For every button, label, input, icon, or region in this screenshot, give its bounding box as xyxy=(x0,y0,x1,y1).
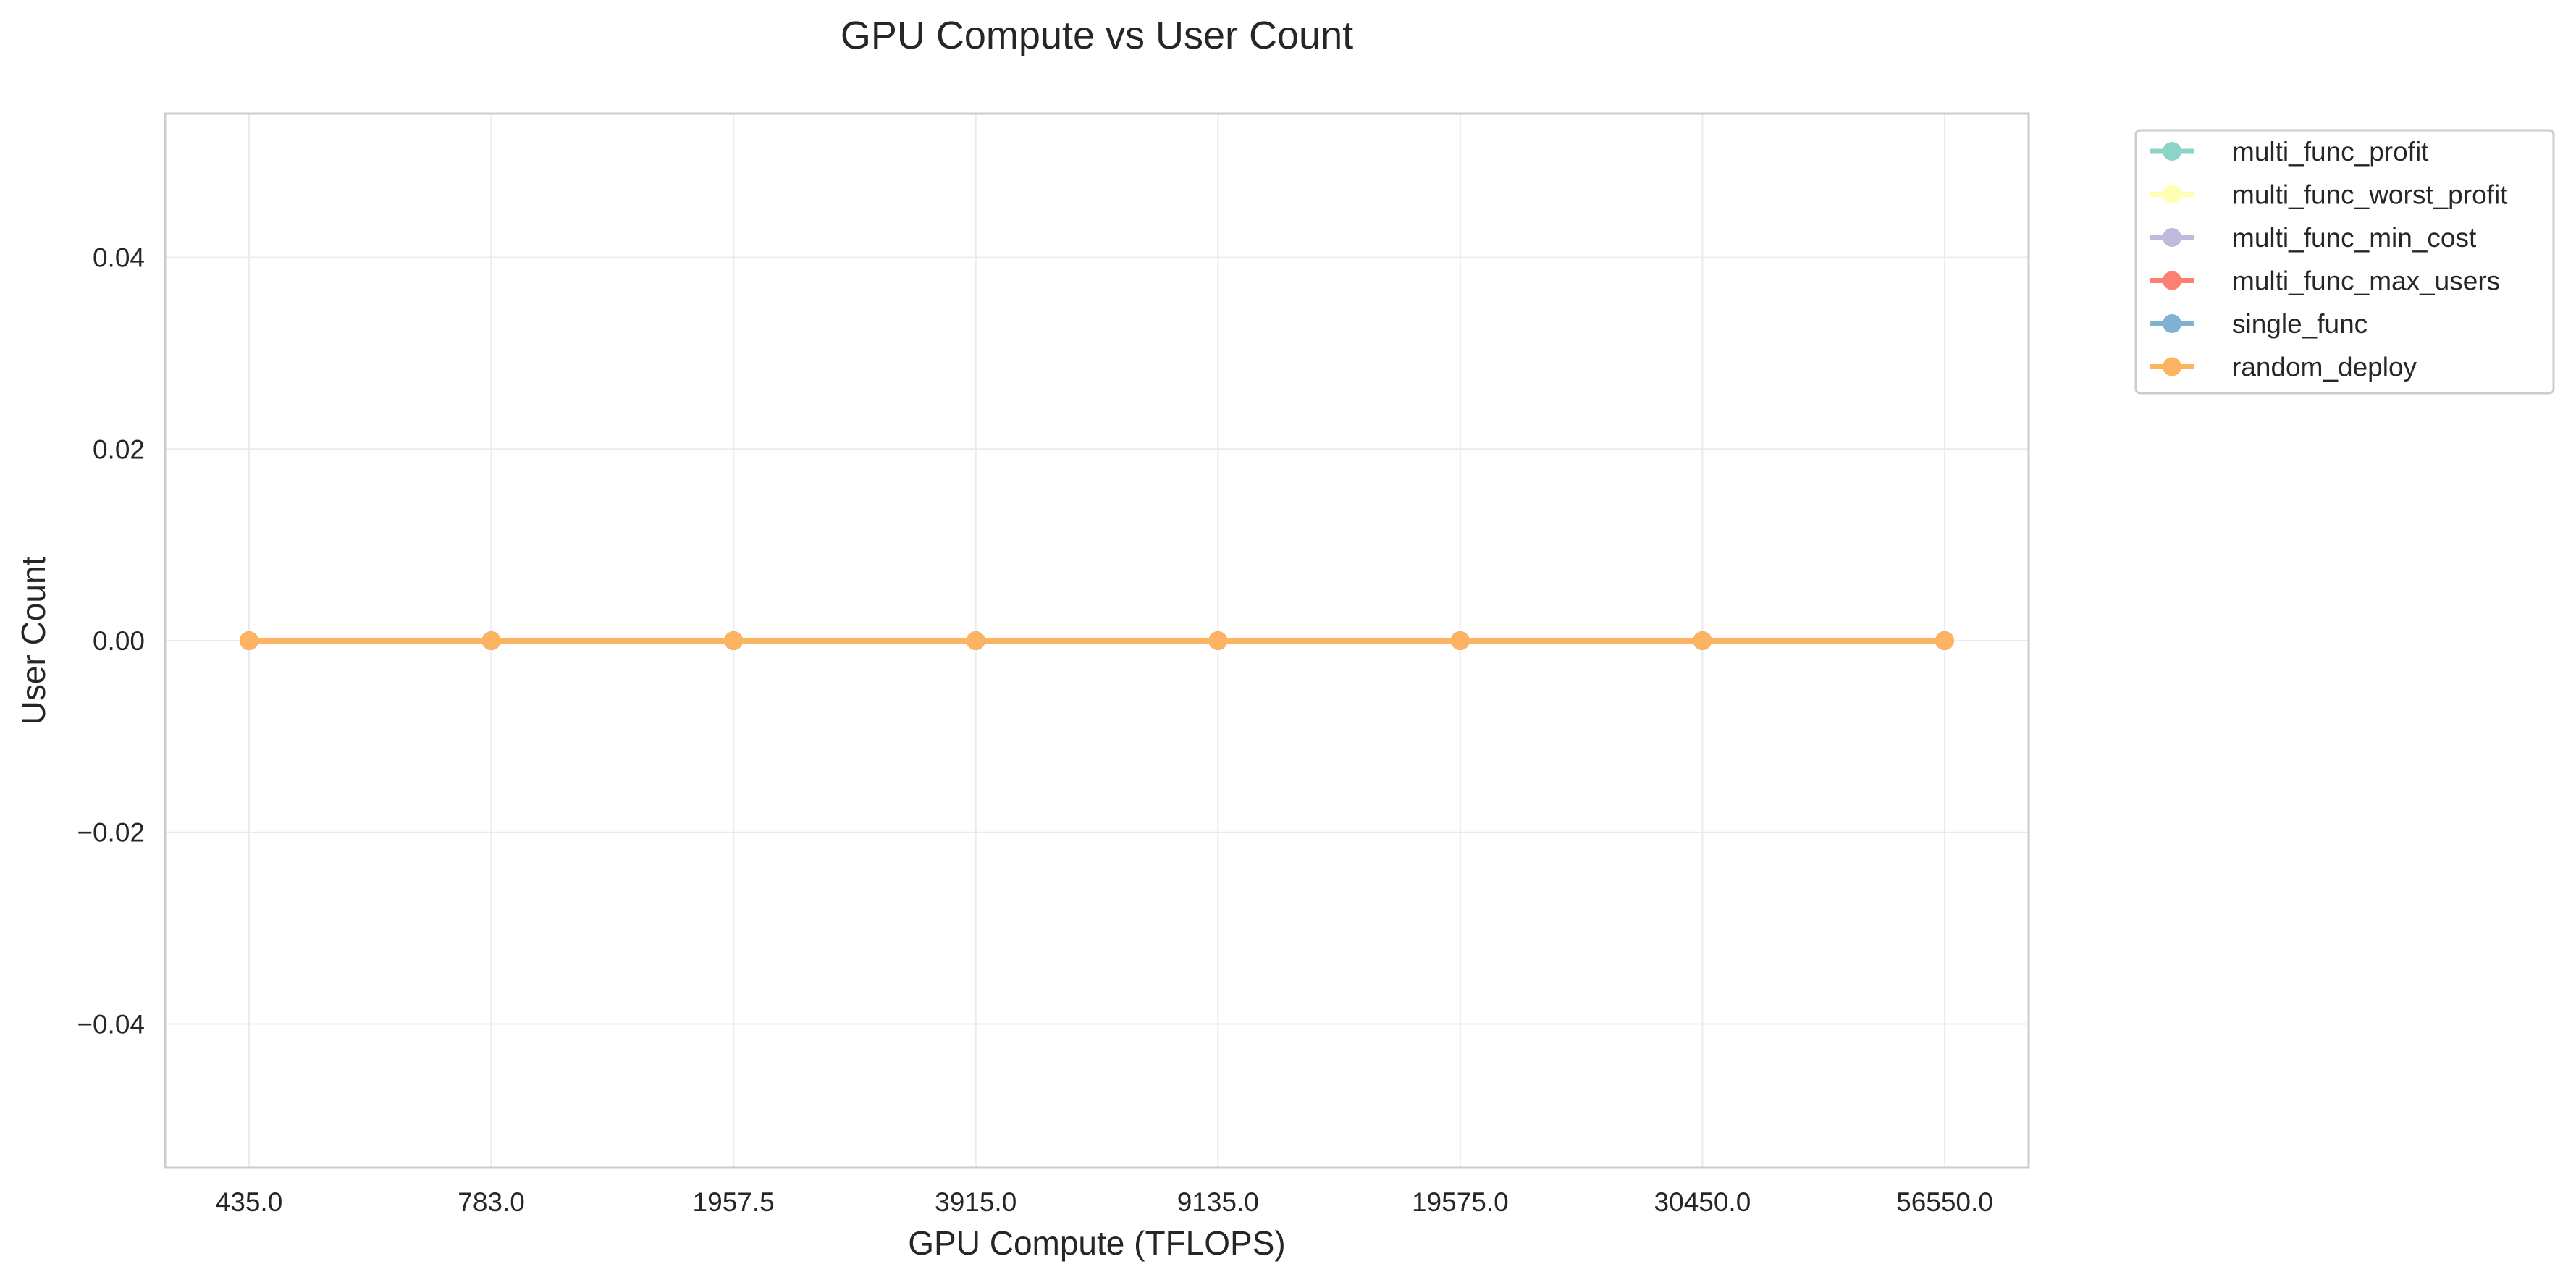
data-point xyxy=(1208,631,1228,650)
y-axis-label: User Count xyxy=(14,556,52,725)
data-point xyxy=(724,631,744,650)
legend-swatch-marker xyxy=(2163,271,2181,290)
legend-item: multi_func_profit xyxy=(2150,137,2429,167)
x-tick-label: 19575.0 xyxy=(1412,1187,1509,1217)
y-tick-label: 0.00 xyxy=(93,626,145,656)
data-point xyxy=(1693,631,1712,650)
x-tick-label: 9135.0 xyxy=(1177,1187,1259,1217)
plot-area-frame xyxy=(164,112,2030,1169)
x-tick-label: 30450.0 xyxy=(1654,1187,1751,1217)
data-point xyxy=(1935,631,1954,650)
legend-label: multi_func_profit xyxy=(2232,137,2429,167)
data-point xyxy=(966,631,985,650)
data-point xyxy=(1450,631,1470,650)
legend-swatch-marker xyxy=(2163,142,2181,161)
legend-swatch-marker xyxy=(2163,185,2181,204)
chart-title: GPU Compute vs User Count xyxy=(841,14,1353,57)
x-tick-label: 3915.0 xyxy=(935,1187,1016,1217)
legend-item: multi_func_min_cost xyxy=(2150,223,2477,253)
series-layer xyxy=(240,631,1954,650)
legend-item: random_deploy xyxy=(2150,353,2417,382)
y-tick-label: 0.02 xyxy=(93,434,145,464)
x-tick-label: 783.0 xyxy=(458,1187,525,1217)
data-point xyxy=(240,631,258,650)
legend-label: single_func xyxy=(2232,309,2367,339)
x-tick-label: 56550.0 xyxy=(1896,1187,1993,1217)
legend-label: random_deploy xyxy=(2232,353,2417,382)
legend-swatch-marker xyxy=(2163,228,2181,247)
x-tick-label: 1957.5 xyxy=(693,1187,775,1217)
legend-label: multi_func_max_users xyxy=(2232,266,2500,296)
legend-swatch-marker xyxy=(2163,357,2181,376)
legend-label: multi_func_worst_profit xyxy=(2232,180,2508,210)
legend: multi_func_profit multi_func_worst_profit… xyxy=(2134,129,2555,395)
y-tick-label: −0.04 xyxy=(77,1009,145,1039)
legend-swatch-marker xyxy=(2163,314,2181,333)
y-tick-label: −0.02 xyxy=(77,818,145,848)
legend-item: single_func xyxy=(2150,309,2367,339)
legend-label: multi_func_min_cost xyxy=(2232,223,2477,253)
y-tick-label: 0.04 xyxy=(93,243,145,273)
x-axis-label: GPU Compute (TFLOPS) xyxy=(908,1224,1285,1262)
data-point xyxy=(481,631,501,650)
legend-item: multi_func_worst_profit xyxy=(2150,180,2508,210)
y-tick-labels: −0.04 −0.02 0.00 0.02 0.04 xyxy=(77,243,145,1040)
legend-frame xyxy=(2134,129,2555,395)
x-tick-labels: 435.0 783.0 1957.5 3915.0 9135.0 19575.0 30450… xyxy=(216,1187,1993,1217)
x-tick-label: 435.0 xyxy=(216,1187,283,1217)
series-random-deploy xyxy=(240,631,1954,650)
legend-item: multi_func_max_users xyxy=(2150,266,2500,296)
